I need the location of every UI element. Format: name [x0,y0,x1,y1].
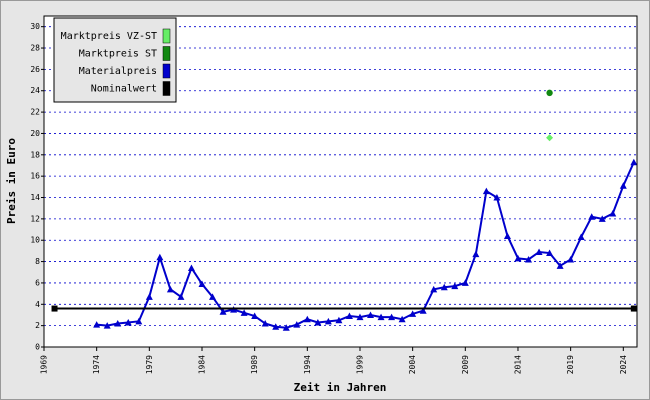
x-tick-label: 1969 [40,355,49,374]
legend-label: Marktpreis ST [79,49,157,60]
marker [472,250,480,258]
marker [514,254,522,262]
marker [240,309,248,316]
marker [398,315,406,323]
marker [546,134,554,142]
marker [388,313,396,321]
marker [345,312,353,320]
marker [588,213,596,220]
marker [409,310,417,317]
x-tick-label: 1979 [145,355,154,374]
marker [166,285,174,293]
marker [567,255,575,263]
y-axis-title: Preis in Euro [5,138,18,224]
y-tick-label: 24 [30,86,40,95]
marker [493,194,501,201]
y-tick-label: 26 [30,65,40,74]
marker [525,255,533,263]
y-tick-label: 2 [35,321,40,330]
y-tick-label: 4 [35,300,40,309]
marker [630,158,638,166]
y-tick-label: 20 [30,129,40,138]
y-tick-label: 10 [30,236,40,245]
legend-box [53,17,177,103]
marker [609,210,617,217]
marker [356,313,364,321]
y-tick-label: 28 [30,44,40,53]
marker [51,305,58,312]
marker [251,312,259,320]
marker [145,293,153,300]
y-tick-label: 0 [35,343,40,352]
marker [482,187,490,195]
marker [303,315,311,323]
marker [451,282,459,290]
x-tick-label: 2014 [513,355,522,374]
legend-swatch [162,28,171,44]
marker [630,305,637,312]
x-tick-label: 1989 [250,355,259,374]
marker [156,253,164,261]
x-tick-label: 1994 [303,355,312,374]
marker [114,320,122,327]
plot-frame [43,15,638,348]
x-tick-label: 1999 [355,355,364,374]
x-tick-label: 2024 [619,355,628,374]
marker [209,293,217,300]
marker [93,321,101,328]
marker [324,317,332,325]
marker [187,264,195,271]
marker [335,316,343,324]
x-tick-label: 2004 [408,355,417,374]
marker [440,283,448,291]
marker [198,280,206,288]
legend-swatch [162,81,171,96]
y-tick-label: 12 [30,214,40,223]
y-tick-label: 8 [35,257,40,266]
marker [598,215,606,222]
marker [219,308,227,315]
y-tick-label: 14 [30,193,40,202]
x-tick-label: 1974 [92,355,101,374]
legend-swatch [162,46,171,61]
marker [177,293,185,300]
marker [577,233,585,241]
marker [135,317,143,325]
x-axis-title: Zeit in Jahren [294,381,387,394]
marker [293,321,301,328]
y-tick-label: 16 [30,172,40,181]
legend-label: Materialpreis [79,66,157,77]
marker [546,89,553,97]
legend-label: Nominalwert [91,84,157,95]
marker [535,248,543,255]
marker [124,318,132,326]
x-tick-label: 2019 [566,355,575,374]
marker [272,323,280,330]
marker [430,285,438,293]
y-tick-label: 6 [35,278,40,287]
marker [314,318,322,326]
marker [419,307,427,314]
marker [546,249,554,257]
marker [461,279,469,286]
y-tick-label: 18 [30,150,40,159]
legend-swatch [162,63,171,79]
marker [367,311,375,318]
series-line [96,161,635,329]
x-tick-label: 2009 [461,355,470,374]
marker [261,320,269,327]
y-tick-label: 22 [30,108,40,117]
marker [282,324,290,331]
marker [556,262,564,269]
marker [103,322,111,329]
marker [503,232,511,239]
y-tick-label: 30 [30,22,40,31]
legend-label: Marktpreis VZ-ST [61,31,157,42]
x-tick-label: 1984 [197,355,206,374]
marker [377,313,385,321]
marker [619,182,627,189]
